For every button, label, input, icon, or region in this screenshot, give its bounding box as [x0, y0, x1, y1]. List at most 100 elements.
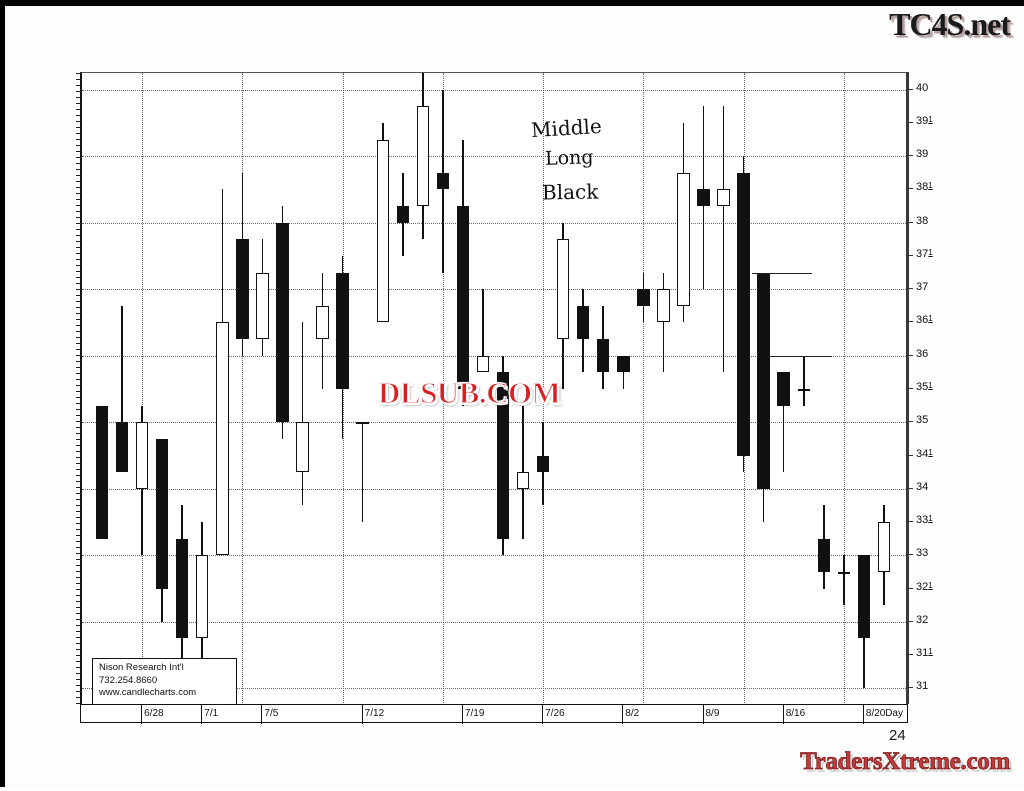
- x-axis-label: 7/5: [264, 708, 279, 719]
- candle-body: [236, 239, 249, 340]
- plot-area: [82, 73, 908, 705]
- y-axis-label: 39: [916, 148, 929, 161]
- y-axis-tick: [906, 354, 913, 356]
- annotation-line-3: Black: [541, 179, 599, 205]
- x-axis-separator: [461, 705, 463, 724]
- candle-body: [817, 538, 830, 572]
- gridline-horizontal: [82, 222, 908, 224]
- x-axis-label: 8/16: [785, 708, 806, 719]
- candle-body: [637, 289, 650, 306]
- y-axis-tick: [906, 654, 913, 656]
- y-axis-label: 33: [916, 547, 929, 560]
- candle-body: [316, 305, 329, 340]
- scan-border-left: [0, 0, 5, 791]
- candle-wick: [722, 106, 725, 373]
- price-chart: [76, 72, 908, 705]
- x-axis-label: 7/26: [545, 708, 565, 719]
- x-axis-label: 6/28: [144, 708, 164, 719]
- x-axis-separator: [782, 705, 784, 724]
- y-axis-tick: [906, 188, 913, 190]
- x-axis-separator: [862, 705, 864, 724]
- left-axis-ticks: [76, 73, 82, 705]
- y-axis-tick: [906, 88, 913, 90]
- candle-body: [697, 189, 710, 207]
- candle-body: [176, 538, 189, 639]
- credit-website: www.candlecharts.com: [99, 687, 197, 698]
- gridline-horizontal: [82, 688, 908, 690]
- candle-body: [496, 372, 510, 539]
- y-axis-label: 331: [916, 514, 933, 527]
- y-axis-label: 36: [916, 347, 929, 360]
- y-axis-tick: [906, 554, 913, 556]
- y-axis-label: 321: [916, 580, 933, 593]
- x-axis-separator: [542, 705, 544, 724]
- y-axis-tick: [906, 454, 913, 456]
- candle-body: [516, 472, 530, 489]
- x-axis-unit-label: Day: [885, 708, 903, 719]
- x-axis-separator: [201, 705, 203, 724]
- x-axis-band: Day 6/28 7/1 7/5 7/12 7/19 7/26 8/2 8/9 8/16 8/20: [80, 704, 908, 724]
- x-axis-separator: [141, 705, 143, 724]
- candle-body: [95, 405, 109, 539]
- x-axis-separator: [622, 705, 624, 724]
- x-axis-label: 7/12: [364, 708, 385, 719]
- candle-body: [837, 571, 851, 574]
- candle-body: [777, 372, 790, 406]
- x-axis-label: 7/1: [204, 708, 219, 719]
- candle-body: [196, 555, 209, 639]
- gridline-horizontal: [82, 488, 908, 490]
- y-axis-tick: [906, 521, 913, 523]
- y-axis-label: 35: [916, 414, 929, 427]
- candle-body: [416, 106, 430, 207]
- candle-body: [436, 172, 450, 190]
- candle-body: [476, 355, 490, 373]
- annotation-line-1: Middle: [530, 113, 603, 143]
- trendline-resistance: [752, 272, 812, 274]
- candle-body: [456, 206, 470, 389]
- y-axis-label: 381: [916, 181, 933, 194]
- candle-body: [276, 222, 289, 423]
- x-axis-label: 8/20: [865, 708, 886, 719]
- gridline-vertical: [843, 73, 845, 705]
- candle-wick: [843, 555, 845, 606]
- dlsub-watermark: DLSUB.COM: [377, 374, 561, 410]
- x-axis-separator: [361, 705, 363, 724]
- y-axis-tick: [906, 620, 913, 622]
- tc4s-logo: TC4S.net: [889, 6, 1011, 42]
- y-axis-tick: [906, 155, 913, 157]
- y-axis-label: 371: [916, 247, 933, 260]
- y-axis-tick: [906, 487, 913, 489]
- x-axis-label: 8/2: [625, 708, 640, 719]
- y-axis-tick: [906, 254, 913, 256]
- y-axis-tick: [906, 221, 913, 223]
- scan-border-bottom: [0, 787, 1024, 791]
- gridline-horizontal: [82, 355, 908, 357]
- page-number: 24: [889, 727, 906, 744]
- y-axis-tick: [906, 288, 913, 290]
- credit-phone: 732.254.8660: [99, 674, 158, 686]
- candle-body: [356, 422, 369, 425]
- x-axis-label: 7/19: [464, 708, 485, 719]
- gridline-horizontal: [82, 156, 908, 158]
- candle-body: [617, 355, 630, 373]
- x-axis-separator: [702, 705, 704, 724]
- y-axis-label: 31: [916, 680, 929, 693]
- candle-wick: [802, 355, 805, 406]
- candle-body: [155, 438, 169, 589]
- candle-body: [556, 239, 570, 340]
- annotation-line-2: Long: [544, 146, 594, 170]
- y-axis-label: 361: [916, 314, 933, 327]
- candle-wick: [622, 355, 625, 389]
- gridline-horizontal: [82, 89, 908, 91]
- candle-body: [737, 172, 750, 456]
- y-axis-label: 311: [916, 647, 933, 660]
- scan-border-top: [0, 0, 1024, 6]
- y-axis-label: 351: [916, 381, 933, 393]
- gridline-vertical: [242, 73, 244, 705]
- candle-body: [857, 555, 871, 639]
- y-axis-label: 32: [916, 613, 929, 626]
- y-axis-label: 391: [916, 114, 933, 127]
- candle-body: [797, 389, 810, 391]
- gridline-horizontal: [82, 422, 908, 424]
